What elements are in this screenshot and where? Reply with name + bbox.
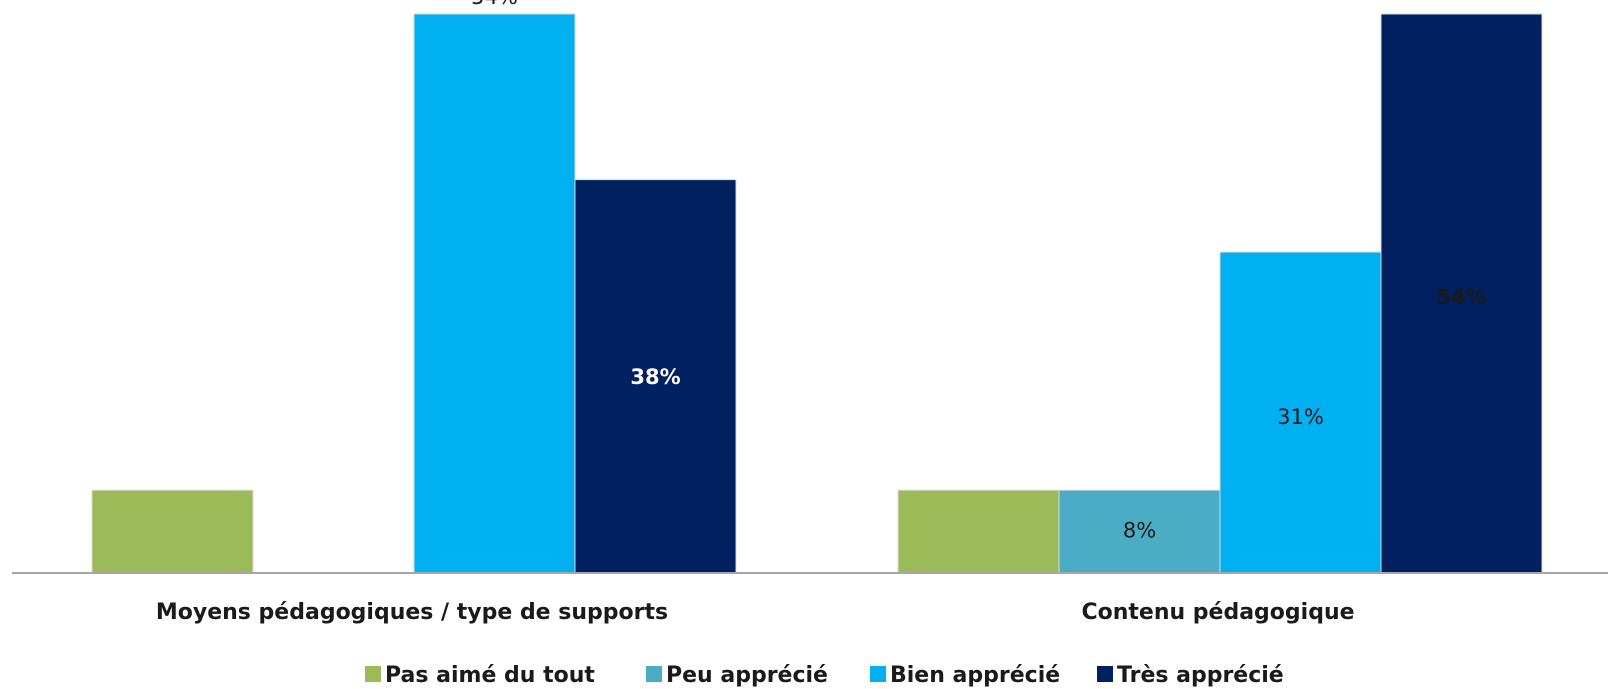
category-label-2: Contenu pédagogique	[1081, 600, 1354, 625]
legend-label-3: Bien apprécié	[890, 663, 1060, 688]
legend-swatch-2	[646, 666, 662, 682]
bar-4-cat-2	[1380, 13, 1543, 574]
bars-layer	[91, 13, 1543, 574]
legend-swatch-4	[1097, 666, 1113, 682]
legend: Pas aimé du tout Peu apprécié Bien appréci…	[365, 663, 1284, 688]
legend-label-2: Peu apprécié	[666, 663, 828, 688]
bar-4-cat-1	[574, 179, 737, 574]
data-label-4-cat-2: 54%	[1436, 285, 1486, 309]
data-label-4-cat-1: 38%	[630, 365, 680, 389]
category-labels-layer: Moyens pédagogiques / type de supports Co…	[156, 600, 1355, 625]
data-label-3-cat-2: 31%	[1277, 405, 1324, 429]
bar-1-cat-2	[897, 489, 1060, 574]
legend-swatch-1	[365, 666, 381, 682]
data-label-3-cat-1: 54%	[471, 0, 518, 9]
bar-3-cat-1	[413, 13, 576, 574]
bar-1-cat-1	[91, 489, 254, 574]
category-label-1: Moyens pédagogiques / type de supports	[156, 600, 668, 625]
legend-swatch-3	[870, 666, 886, 682]
data-labels-layer: 54% 38% 8% 31% 54%	[471, 0, 1486, 543]
legend-label-1: Pas aimé du tout	[385, 663, 595, 688]
data-label-2-cat-2: 8%	[1123, 519, 1156, 543]
legend-label-4: Très apprécié	[1117, 663, 1284, 688]
bar-3-cat-2	[1219, 251, 1382, 574]
bar-2-cat-2	[1058, 489, 1221, 574]
